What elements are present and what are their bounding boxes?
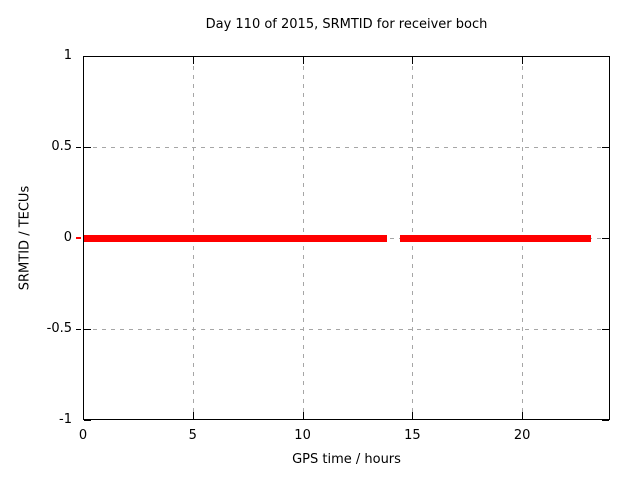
y-tick-mark (602, 147, 609, 148)
y-tick-mark (84, 420, 91, 421)
x-tick-mark (522, 57, 524, 64)
plot-area (83, 56, 610, 421)
gridline-horizontal (84, 147, 609, 148)
y-tick-label: -1 (59, 412, 72, 427)
y-tick-label: 0 (63, 230, 72, 245)
y-tick-mark (84, 56, 91, 57)
y-tick-label: 0.5 (51, 139, 72, 154)
x-tick-mark (522, 412, 524, 419)
y-zero-stub (76, 237, 81, 239)
y-tick-stub (76, 147, 81, 148)
x-tick-mark (192, 57, 194, 64)
y-tick-label: -0.5 (46, 321, 72, 336)
y-tick-mark (602, 56, 609, 57)
x-axis-title: GPS time / hours (292, 452, 401, 467)
y-tick-mark (602, 238, 609, 239)
x-tick-mark (83, 412, 84, 419)
x-tick-label: 15 (404, 428, 421, 443)
data-series-segment (400, 234, 592, 242)
y-tick-stub (76, 329, 81, 330)
gridline-horizontal (84, 329, 609, 330)
y-tick-mark (84, 147, 91, 148)
x-tick-label: 20 (513, 428, 531, 443)
x-tick-mark (412, 412, 414, 419)
y-tick-label: 1 (63, 48, 72, 63)
x-tick-label: 5 (188, 428, 197, 443)
x-tick-label: 0 (78, 428, 88, 443)
y-tick-mark (602, 420, 609, 421)
x-tick-mark (83, 57, 84, 64)
x-tick-mark (192, 412, 194, 419)
x-tick-label: 10 (294, 428, 311, 443)
x-tick-mark (302, 412, 304, 419)
y-tick-mark (602, 329, 609, 330)
x-tick-mark (412, 57, 414, 64)
x-tick-mark (302, 57, 304, 64)
data-series-segment (84, 234, 388, 242)
y-tick-mark (84, 329, 91, 330)
chart-title: Day 110 of 2015, SRMTID for receiver boc… (205, 17, 488, 32)
